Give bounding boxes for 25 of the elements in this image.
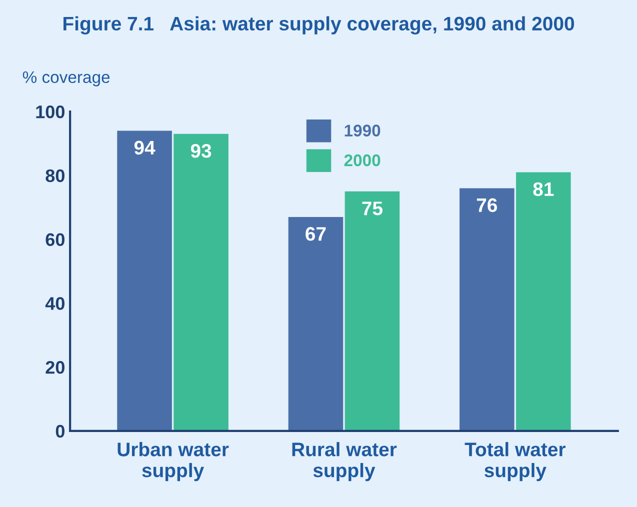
- data-label: 81: [533, 182, 554, 196]
- legend-label: 2000: [344, 154, 380, 166]
- bar: [516, 172, 571, 431]
- bar: [117, 130, 172, 431]
- data-label: 75: [362, 202, 382, 216]
- y-tick-label: 20: [46, 361, 64, 374]
- chart-title: Figure 7.1 Asia: water supply coverage, 1990 and 2000: [64, 16, 574, 34]
- bar: [344, 191, 400, 431]
- y-tick-label: 60: [46, 233, 64, 246]
- y-tick-label: 0: [56, 424, 64, 438]
- y-axis-title: % coverage: [22, 71, 110, 86]
- bar: [174, 134, 228, 431]
- x-tick-label: Total water supply: [464, 442, 566, 482]
- bar: [288, 216, 344, 431]
- data-label: 67: [306, 227, 326, 241]
- y-tick-label: 40: [45, 297, 64, 310]
- y-tick-label: 80: [46, 169, 64, 182]
- x-tick-label: Rural water supply: [292, 442, 397, 482]
- data-label: 94: [134, 140, 156, 155]
- data-label: 93: [190, 144, 212, 158]
- bar: [460, 188, 514, 431]
- data-label: 76: [476, 198, 498, 212]
- legend-label: 1990: [344, 124, 380, 136]
- y-tick-label: 100: [36, 105, 64, 118]
- x-tick-label: Urban water supply: [118, 442, 229, 482]
